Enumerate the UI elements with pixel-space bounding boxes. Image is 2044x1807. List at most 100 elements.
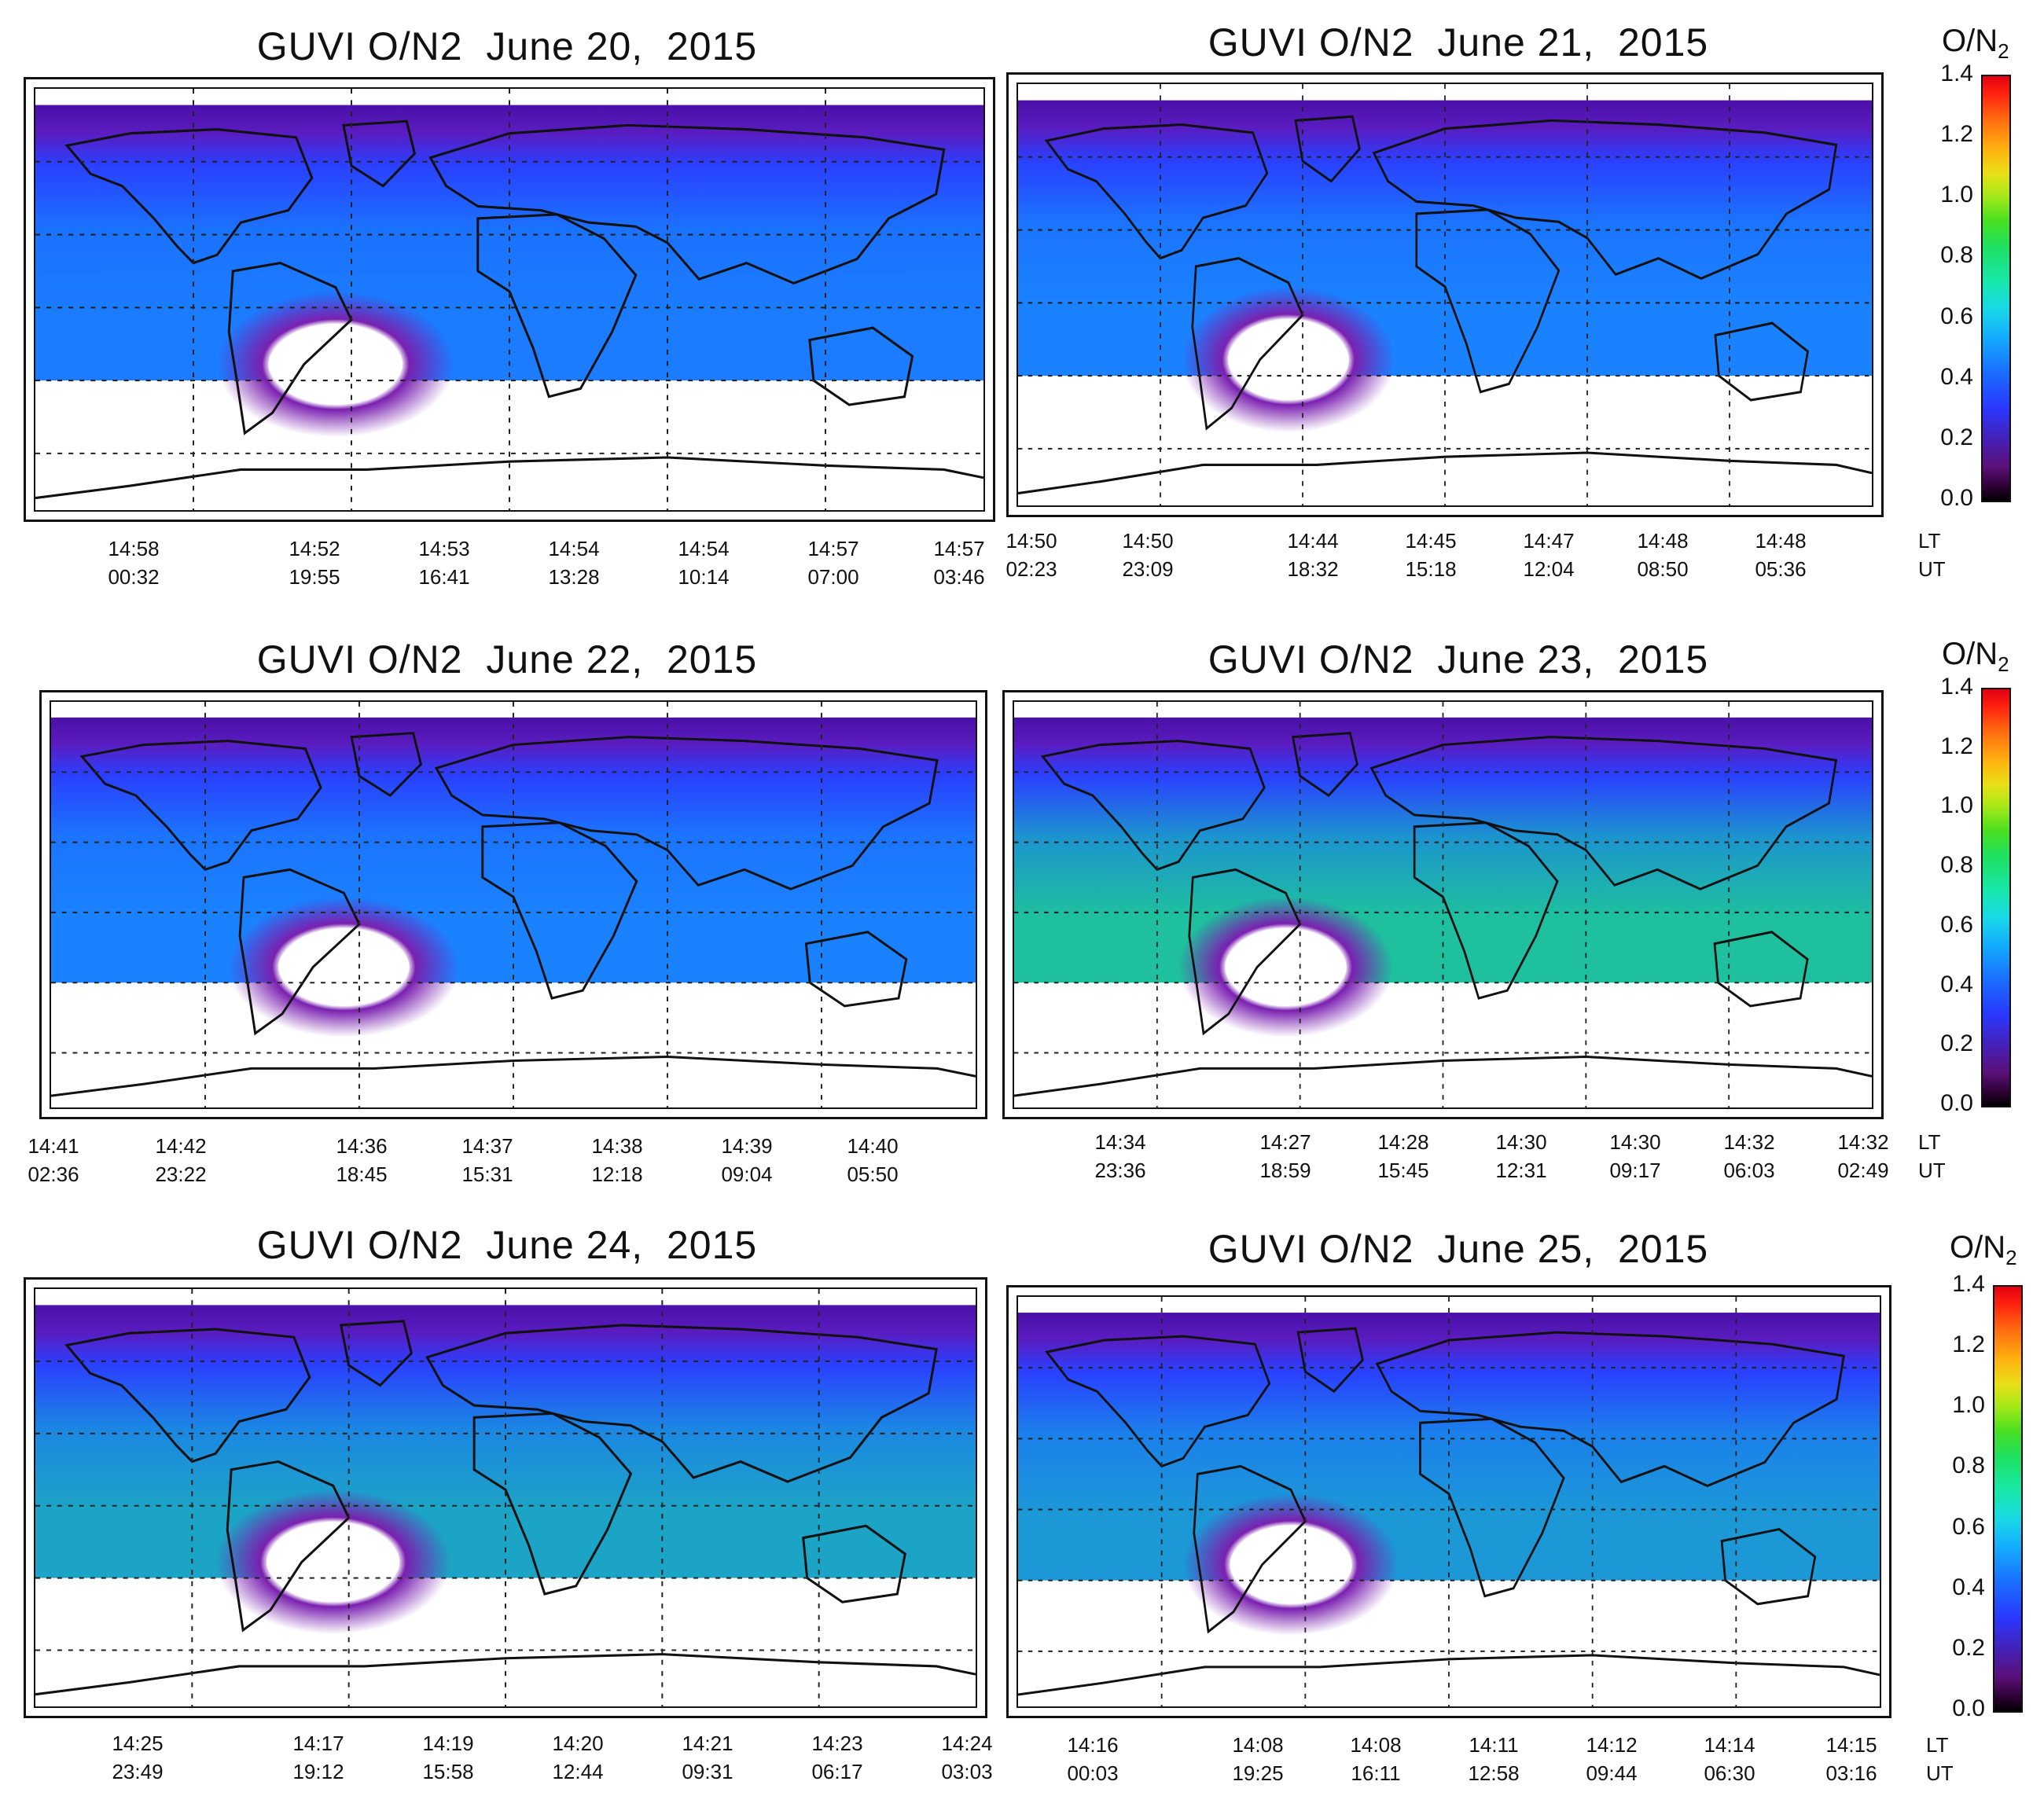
time-tick: 14:32 06:03 xyxy=(1723,1128,1774,1184)
panel-june-25: GUVI O/N2 June 25, 2015 14:16 00:03 14:08 1… xyxy=(998,1218,1954,1800)
colorbar-tick-label: 1.4 xyxy=(1940,674,1973,700)
map-frame xyxy=(1006,72,1884,517)
tick-lt: 14:48 xyxy=(1637,529,1689,553)
coastline-south-america xyxy=(1188,868,1302,1036)
coastline-greenland xyxy=(1291,732,1358,797)
tick-lt: 14:21 xyxy=(682,1732,733,1755)
tick-lt: 14:19 xyxy=(422,1732,474,1755)
coastline-africa xyxy=(1419,1417,1565,1598)
colorbar-tick-label: 0.8 xyxy=(1952,1453,1985,1479)
time-tick: 14:12 09:44 xyxy=(1586,1731,1637,1787)
coastline-south-america xyxy=(1193,1464,1307,1634)
coastline-antarctica xyxy=(1014,1056,1872,1097)
panel-june-20: GUVI O/N2 June 20, 2015 14:58 00:32 14:52 1… xyxy=(16,16,998,613)
tick-lt: 14:32 xyxy=(1723,1130,1775,1154)
tick-lt: 14:36 xyxy=(336,1134,388,1158)
tick-lt: 14:20 xyxy=(552,1732,604,1755)
time-tick: 14:44 18:32 xyxy=(1287,527,1338,583)
time-axis: 14:34 23:36 14:27 18:59 14:28 15:45 14:30 12:31… xyxy=(998,1128,1918,1199)
saa-mask xyxy=(278,931,410,1003)
colorbar-title: O/N2 xyxy=(1950,1230,2017,1270)
time-tick: 14:42 23:22 xyxy=(155,1132,206,1188)
tick-lt: 14:54 xyxy=(678,537,730,560)
time-tick: 14:57 07:00 xyxy=(807,534,858,591)
colorbar-row-3: O/N2 1.4 1.2 1.0 0.8 0.6 0.4 0.2 0.0 xyxy=(1918,1230,2036,1733)
panel-title: GUVI O/N2 June 21, 2015 xyxy=(1208,20,1709,64)
tick-ut: 19:12 xyxy=(292,1760,344,1783)
time-tick: 14:30 12:31 xyxy=(1495,1128,1546,1184)
tick-lt: 14:38 xyxy=(591,1134,643,1158)
tick-lt: 14:24 xyxy=(941,1732,993,1755)
time-tick: 14:58 00:32 xyxy=(108,534,159,591)
o-n2-map xyxy=(1013,700,1873,1109)
time-tick: 14:57 03:46 xyxy=(933,534,984,591)
panel-title: GUVI O/N2 June 25, 2015 xyxy=(1208,1227,1709,1271)
coastline-europe-asia xyxy=(428,123,946,285)
tick-lt: 14:52 xyxy=(289,537,340,560)
coastline-north-america xyxy=(79,740,322,872)
colorbar-title-subscript: 2 xyxy=(2005,1246,2017,1269)
time-tick: 14:41 02:36 xyxy=(28,1132,79,1188)
tick-ut: 12:18 xyxy=(591,1162,643,1186)
time-tick: 14:48 05:36 xyxy=(1755,527,1806,583)
time-tick: 14:17 19:12 xyxy=(292,1729,344,1786)
map-frame xyxy=(1006,1285,1891,1718)
tick-ut: 23:09 xyxy=(1122,557,1174,581)
tick-lt: 14:57 xyxy=(933,537,985,560)
lt-label: LT xyxy=(1918,1130,1941,1154)
tick-ut: 09:31 xyxy=(682,1760,733,1783)
tick-ut: 12:04 xyxy=(1523,557,1575,581)
panel-june-21: GUVI O/N2 June 21, 2015 14:50 02:23 14:50 2… xyxy=(998,16,1945,613)
tick-ut: 15:58 xyxy=(422,1760,474,1783)
tick-ut: 16:11 xyxy=(1351,1761,1401,1785)
colorbar-tick-label: 0.0 xyxy=(1940,1090,1973,1116)
coastline-africa xyxy=(481,821,638,1000)
saa-mask xyxy=(1225,931,1347,1003)
tick-ut: 09:44 xyxy=(1586,1761,1638,1785)
colorbar-tick-label: 0.2 xyxy=(1940,1030,1973,1057)
colorbar-tick-label: 0.4 xyxy=(1940,363,1973,390)
time-tick: 14:08 19:25 xyxy=(1232,1731,1283,1787)
time-tick: 14:38 12:18 xyxy=(591,1132,642,1188)
tick-ut: 12:31 xyxy=(1495,1159,1547,1182)
colorbar-tick-label: 1.0 xyxy=(1952,1392,1985,1419)
time-axis: 14:41 02:36 14:42 23:22 14:36 18:45 14:37 15:31… xyxy=(16,1132,998,1203)
o-n2-map xyxy=(34,1287,977,1708)
tick-ut: 18:45 xyxy=(336,1162,388,1186)
tick-lt: 14:50 xyxy=(1005,529,1057,553)
tick-ut: 06:03 xyxy=(1723,1159,1775,1182)
coastline-north-america xyxy=(64,1328,311,1464)
colorbar-title-text: O/N xyxy=(1942,637,1998,671)
time-tick: 14:36 18:45 xyxy=(336,1132,387,1188)
o-n2-map xyxy=(1016,1295,1881,1708)
tick-ut: 18:59 xyxy=(1259,1159,1311,1182)
time-tick: 14:40 05:50 xyxy=(847,1132,898,1188)
tick-ut: 23:22 xyxy=(155,1162,207,1186)
coastline-greenland xyxy=(1294,115,1361,183)
saa-mask xyxy=(1230,1529,1352,1600)
time-tick: 14:53 16:41 xyxy=(418,534,469,591)
colorbar-tick-label: 0.6 xyxy=(1952,1513,1985,1540)
time-tick: 14:45 15:18 xyxy=(1405,527,1456,583)
o-n2-map xyxy=(34,87,985,512)
tick-ut: 00:03 xyxy=(1067,1761,1119,1785)
coastline-north-america xyxy=(1040,740,1266,872)
panel-june-23: GUVI O/N2 June 23, 2015 14:34 23:36 14:27 1… xyxy=(998,629,1946,1195)
time-tick: 14:27 18:59 xyxy=(1259,1128,1311,1184)
tick-lt: 14:40 xyxy=(847,1134,899,1158)
coastline-north-america xyxy=(64,127,314,265)
colorbar-tick-label: 1.2 xyxy=(1940,733,1973,759)
coastline-europe-asia xyxy=(1369,736,1838,891)
coastline-greenland xyxy=(339,1320,414,1387)
tick-lt: 14:34 xyxy=(1094,1130,1146,1154)
time-tick: 14:32 02:49 xyxy=(1837,1128,1888,1184)
coastline-north-america xyxy=(1044,123,1269,260)
coastline-africa xyxy=(472,1412,633,1596)
tick-ut: 12:44 xyxy=(552,1760,604,1783)
colorbar-tick-label: 0.0 xyxy=(1940,485,1973,511)
coastline-antarctica xyxy=(1018,1654,1880,1696)
tick-lt: 14:28 xyxy=(1377,1130,1429,1154)
colorbar-title-text: O/N xyxy=(1950,1230,2006,1265)
time-tick: 14:11 12:58 xyxy=(1468,1731,1519,1787)
tick-lt: 14:16 xyxy=(1067,1733,1119,1757)
